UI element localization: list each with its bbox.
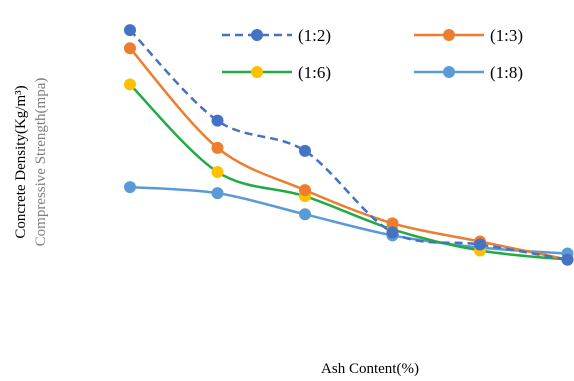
x-axis-label: Ash Content(%) — [321, 361, 419, 377]
data-point — [124, 78, 136, 91]
plot-area — [124, 24, 574, 266]
series-line — [129, 83, 568, 261]
series-1 — [124, 24, 574, 266]
data-point — [124, 181, 136, 194]
series-line — [129, 185, 568, 255]
legend-item: (1:6) — [222, 63, 331, 82]
legend-swatch — [414, 66, 484, 78]
data-point — [299, 184, 311, 197]
legend-marker — [251, 66, 263, 78]
series-2 — [124, 42, 574, 266]
y-axis-label-density: Concrete Density(Kg/m³) — [13, 85, 29, 238]
data-point — [211, 166, 224, 179]
legend-marker — [443, 66, 455, 78]
data-point — [124, 24, 136, 37]
data-point — [211, 141, 224, 154]
legend-swatch — [222, 66, 292, 78]
data-point — [386, 217, 399, 230]
series-line — [129, 47, 568, 261]
legend-item: (1:3) — [414, 26, 523, 45]
legend-swatch — [414, 29, 484, 41]
legend-item: (1:8) — [414, 63, 523, 82]
legend: (1:2) (1:3) (1:6) (1:8) — [222, 26, 523, 82]
series-3 — [124, 78, 574, 266]
data-point — [211, 187, 224, 200]
legend-swatch — [222, 29, 292, 41]
data-point — [211, 114, 224, 127]
legend-marker — [251, 29, 263, 41]
data-point — [386, 226, 399, 239]
legend-label: (1:2) — [298, 26, 331, 45]
legend-marker — [443, 29, 455, 41]
legend-label: (1:8) — [490, 63, 523, 82]
series-4 — [124, 181, 574, 260]
y-axis-label-strength: Compressive Strength(mpa) — [33, 78, 49, 247]
data-point — [299, 208, 311, 221]
legend-label: (1:6) — [298, 63, 331, 82]
legend-item: (1:2) — [222, 26, 331, 45]
data-point — [561, 253, 574, 266]
data-point — [124, 42, 136, 55]
data-point — [299, 144, 311, 157]
legend-label: (1:3) — [490, 26, 523, 45]
data-point — [474, 238, 486, 251]
